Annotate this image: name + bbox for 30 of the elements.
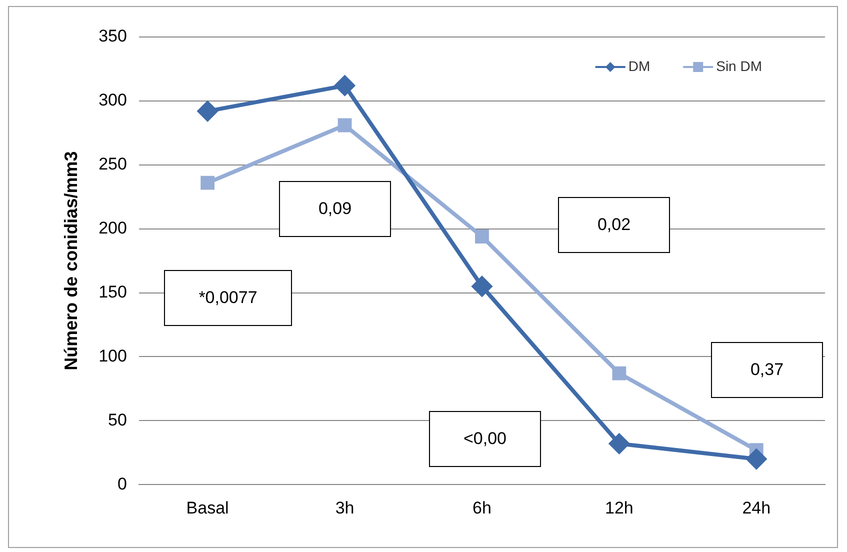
x-tick-label: Basal: [186, 498, 229, 518]
point: [198, 101, 218, 122]
point: [472, 276, 492, 296]
x-tick-label: 6h: [472, 498, 492, 518]
y-tick-label: 300: [98, 90, 127, 110]
x-tick-label: 24h: [742, 498, 771, 518]
point: [609, 434, 630, 454]
point: [338, 118, 352, 132]
point: [200, 176, 215, 190]
y-tick-label: 200: [98, 218, 127, 238]
x-tick-label: 12h: [605, 498, 634, 518]
y-axis-title: Número de conidias/mm3: [60, 151, 81, 370]
point: [475, 230, 489, 244]
y-tick-label: 50: [108, 410, 127, 430]
note-box: 0,02: [558, 197, 670, 253]
point: [746, 449, 766, 470]
note-box: <0,00: [429, 411, 541, 467]
note-box: *0,0077: [164, 270, 292, 326]
legend-label: Sin DM: [716, 58, 762, 74]
point: [334, 76, 355, 96]
y-tick-label: 100: [98, 346, 127, 366]
y-tick-label: 0: [117, 474, 127, 494]
point: [612, 366, 626, 380]
y-tick-label: 250: [98, 154, 127, 174]
y-tick-label: 350: [98, 26, 127, 46]
legend-label: DM: [628, 58, 650, 74]
note-box: 0,09: [279, 181, 391, 237]
y-tick-label: 150: [98, 282, 127, 302]
x-tick-label: 3h: [335, 498, 354, 518]
note-box: 0,37: [711, 342, 823, 398]
